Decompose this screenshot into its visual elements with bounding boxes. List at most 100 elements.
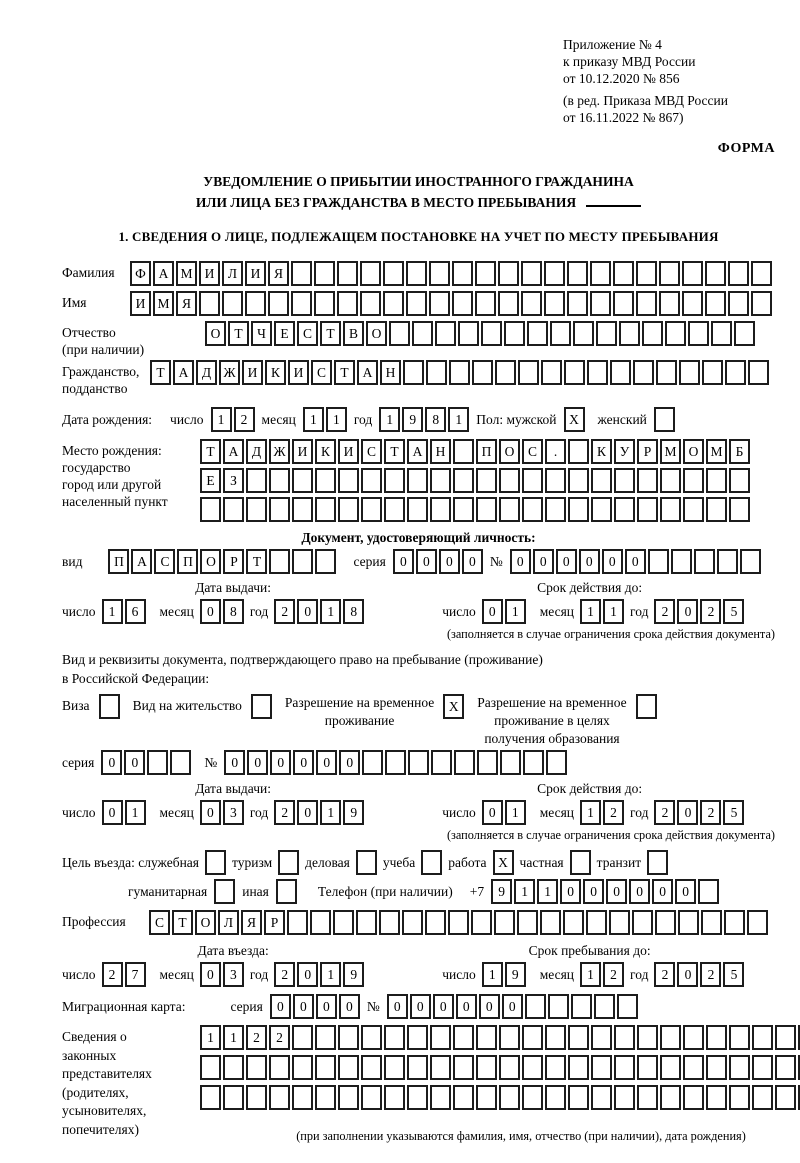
char-cell[interactable]: З xyxy=(223,468,244,493)
char-cell[interactable] xyxy=(587,360,608,385)
char-cell[interactable] xyxy=(659,261,680,286)
char-cell[interactable]: 8 xyxy=(222,599,244,624)
char-cell[interactable] xyxy=(407,1055,428,1080)
char-cell[interactable]: Я xyxy=(268,261,289,286)
char-cell[interactable]: Р xyxy=(264,910,285,935)
char-cell[interactable]: 0 xyxy=(501,994,523,1019)
char-cell[interactable] xyxy=(729,468,750,493)
char-cell[interactable]: 8 xyxy=(343,599,365,624)
char-cell[interactable] xyxy=(453,1085,474,1110)
char-cell[interactable] xyxy=(747,910,768,935)
char-cell[interactable] xyxy=(725,360,746,385)
char-cell[interactable]: 0 xyxy=(339,750,361,775)
char-cell[interactable] xyxy=(499,468,520,493)
char-cell[interactable] xyxy=(546,750,568,775)
char-cell[interactable] xyxy=(752,1085,773,1110)
char-cell[interactable]: 1 xyxy=(504,599,526,624)
char-cell[interactable] xyxy=(269,497,290,522)
char-cell[interactable] xyxy=(292,497,313,522)
char-cell[interactable] xyxy=(471,910,492,935)
char-cell[interactable] xyxy=(384,1025,405,1050)
char-cell[interactable] xyxy=(199,291,220,316)
char-cell[interactable] xyxy=(361,1025,382,1050)
char-cell[interactable] xyxy=(550,321,571,346)
residence-permit-checkbox[interactable] xyxy=(250,694,272,719)
char-cell[interactable]: 0 xyxy=(292,994,314,1019)
char-cell[interactable]: М xyxy=(660,439,681,464)
purpose-tourism-checkbox[interactable] xyxy=(278,850,300,875)
char-cell[interactable] xyxy=(407,1085,428,1110)
char-cell[interactable]: 0 xyxy=(392,549,414,574)
char-cell[interactable]: О xyxy=(205,321,226,346)
char-cell[interactable] xyxy=(499,1025,520,1050)
char-cell[interactable] xyxy=(430,1025,451,1050)
char-cell[interactable] xyxy=(614,1085,635,1110)
char-cell[interactable] xyxy=(660,497,681,522)
char-cell[interactable]: К xyxy=(591,439,612,464)
char-cell[interactable] xyxy=(570,994,592,1019)
char-cell[interactable]: М xyxy=(706,439,727,464)
char-cell[interactable]: 1 xyxy=(302,407,324,432)
char-cell[interactable] xyxy=(568,1085,589,1110)
char-cell[interactable]: А xyxy=(131,549,153,574)
char-cell[interactable]: О xyxy=(499,439,520,464)
char-cell[interactable]: 3 xyxy=(222,800,244,825)
char-cell[interactable]: П xyxy=(476,439,497,464)
char-cell[interactable]: 9 xyxy=(504,962,526,987)
char-cell[interactable] xyxy=(729,1055,750,1080)
char-cell[interactable] xyxy=(222,291,243,316)
char-cell[interactable]: Л xyxy=(222,261,243,286)
char-cell[interactable] xyxy=(481,321,502,346)
char-cell[interactable]: И xyxy=(292,439,313,464)
char-cell[interactable]: 0 xyxy=(677,962,699,987)
char-cell[interactable]: 2 xyxy=(700,962,722,987)
char-cell[interactable]: О xyxy=(200,549,222,574)
char-cell[interactable]: 0 xyxy=(315,994,337,1019)
char-cell[interactable] xyxy=(250,694,272,719)
char-cell[interactable] xyxy=(701,910,722,935)
char-cell[interactable] xyxy=(729,1025,750,1050)
char-cell[interactable]: С xyxy=(361,439,382,464)
sex-male-checkbox[interactable]: X xyxy=(563,407,585,432)
char-cell[interactable] xyxy=(476,1055,497,1080)
char-cell[interactable] xyxy=(642,321,663,346)
char-cell[interactable] xyxy=(430,497,451,522)
char-cell[interactable]: 1 xyxy=(580,962,602,987)
char-cell[interactable] xyxy=(683,468,704,493)
char-cell[interactable] xyxy=(430,1085,451,1110)
char-cell[interactable] xyxy=(728,291,749,316)
char-cell[interactable] xyxy=(407,497,428,522)
purpose-work-checkbox[interactable]: X xyxy=(492,850,514,875)
char-cell[interactable] xyxy=(568,439,589,464)
char-cell[interactable]: 0 xyxy=(578,549,600,574)
char-cell[interactable] xyxy=(435,321,456,346)
char-cell[interactable] xyxy=(454,750,476,775)
char-cell[interactable] xyxy=(544,261,565,286)
char-cell[interactable]: 9 xyxy=(343,800,365,825)
char-cell[interactable]: 2 xyxy=(654,599,676,624)
char-cell[interactable]: 2 xyxy=(603,800,625,825)
purpose-private-checkbox[interactable] xyxy=(569,850,591,875)
char-cell[interactable] xyxy=(449,360,470,385)
char-cell[interactable] xyxy=(591,497,612,522)
char-cell[interactable]: А xyxy=(407,439,428,464)
char-cell[interactable] xyxy=(593,994,615,1019)
char-cell[interactable] xyxy=(292,1055,313,1080)
birthplace-cells-row3[interactable] xyxy=(200,497,750,522)
char-cell[interactable] xyxy=(246,1055,267,1080)
char-cell[interactable]: 1 xyxy=(200,1025,221,1050)
char-cell[interactable]: М xyxy=(176,261,197,286)
char-cell[interactable] xyxy=(200,497,221,522)
char-cell[interactable] xyxy=(383,261,404,286)
char-cell[interactable] xyxy=(453,1055,474,1080)
char-cell[interactable]: Т xyxy=(172,910,193,935)
char-cell[interactable]: 1 xyxy=(223,1025,244,1050)
char-cell[interactable]: 0 xyxy=(224,750,246,775)
